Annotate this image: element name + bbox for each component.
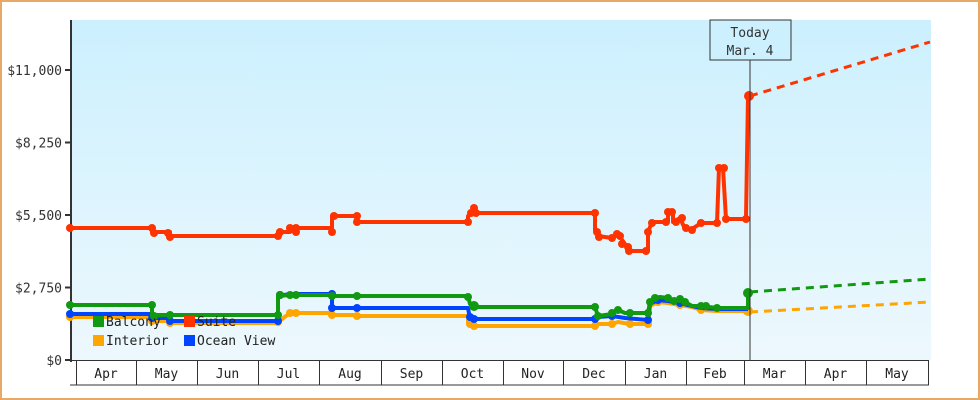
legend-swatch-interior	[93, 335, 104, 346]
legend-item-interior[interactable]: Interior	[93, 334, 169, 349]
month-label-mar: Mar	[763, 367, 787, 382]
y-tick-label: $0	[46, 354, 62, 369]
series-balcony[interactable]	[66, 277, 931, 320]
legend-swatch-ocean-view	[184, 335, 195, 346]
series-layer	[66, 40, 931, 330]
legend-label-suite: Suite	[197, 315, 236, 330]
y-axis-ticks: $0 $2,750 $5,500 $8,250 $11,000	[7, 64, 71, 369]
month-label-feb: Feb	[703, 367, 727, 382]
today-marker: Today Mar. 4	[709, 19, 792, 360]
legend-item-suite[interactable]: Suite	[184, 315, 236, 330]
month-label-nov: Nov	[521, 367, 545, 382]
legend-item-balcony[interactable]: Balcony	[93, 315, 161, 330]
series-suite-markers	[66, 91, 754, 255]
legend-item-ocean-view[interactable]: Ocean View	[184, 334, 275, 349]
legend-label-interior: Interior	[106, 334, 169, 349]
today-label-box	[709, 19, 792, 61]
y-tick-label: $11,000	[7, 64, 62, 79]
legend-swatch-balcony	[93, 316, 104, 327]
y-tick-label: $2,750	[15, 282, 62, 297]
series-balcony-markers	[66, 288, 753, 320]
month-label-apr: Apr	[824, 367, 848, 382]
y-tick-label: $8,250	[15, 137, 62, 152]
month-label-may: May	[885, 367, 909, 382]
month-label-jun: Jun	[216, 367, 239, 382]
month-label-sep: Sep	[400, 367, 424, 382]
today-label-line1: Today	[730, 26, 769, 41]
month-label-aug: Aug	[338, 367, 361, 382]
month-label-jan: Jan	[644, 367, 667, 382]
series-suite[interactable]	[66, 40, 931, 255]
today-label-line2: Mar. 4	[727, 44, 774, 59]
plot-area	[71, 20, 931, 360]
month-label-dec: Dec	[582, 367, 605, 382]
legend-swatch-suite	[184, 316, 195, 327]
month-label-may: May	[155, 367, 179, 382]
y-tick-label: $5,500	[15, 209, 62, 224]
legend: Balcony Suite Interior Ocean View	[93, 315, 275, 349]
legend-label-ocean-view: Ocean View	[197, 334, 275, 349]
x-axis-months: Apr May Jun Jul Aug Sep Oct Nov Dec Jan Feb Mar Apr M…	[70, 360, 929, 386]
month-label-apr: Apr	[94, 367, 118, 382]
month-label-oct: Oct	[461, 367, 484, 382]
legend-label-balcony: Balcony	[106, 315, 161, 330]
month-label-jul: Jul	[277, 367, 300, 382]
